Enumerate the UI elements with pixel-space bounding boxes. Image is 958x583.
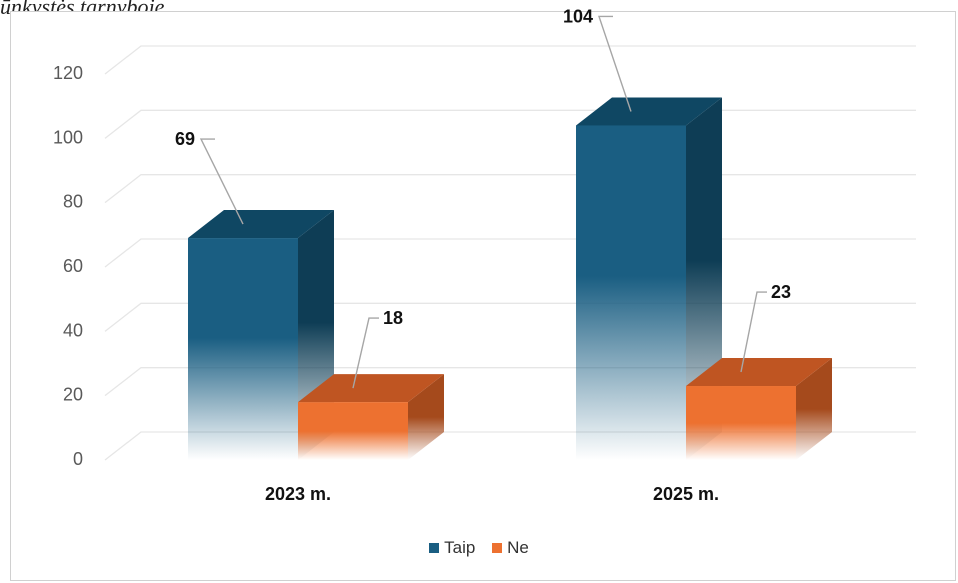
legend-item-taip: Taip — [429, 538, 475, 558]
bar-front — [686, 386, 796, 460]
y-tick-label: 120 — [53, 63, 83, 83]
legend: Taip Ne — [0, 538, 958, 558]
bar-front — [188, 238, 298, 460]
legend-swatch-ne — [492, 543, 503, 553]
legend-swatch-taip — [429, 543, 440, 553]
x-tick-label: 2023 m. — [265, 484, 331, 504]
bar-front — [298, 402, 408, 460]
bar-side — [796, 358, 832, 460]
y-tick-label: 80 — [63, 192, 83, 212]
y-tick-label: 20 — [63, 385, 83, 405]
y-tick-label: 100 — [53, 127, 83, 147]
bar-top — [686, 358, 832, 387]
leader-line — [199, 138, 244, 225]
data-label: 18 — [383, 308, 403, 328]
bar-ne-0 — [298, 374, 444, 460]
gridline — [104, 109, 916, 139]
data-label: 23 — [771, 282, 791, 302]
chart-frame — [10, 11, 956, 581]
bar-ne-1 — [686, 358, 832, 460]
leader-line — [352, 317, 379, 389]
gridline — [104, 45, 916, 75]
bar-front — [576, 125, 686, 460]
bar-top — [298, 374, 444, 403]
data-label: 69 — [175, 129, 195, 149]
y-tick-label: 60 — [63, 256, 83, 276]
data-label: 104 — [563, 6, 593, 26]
legend-label-ne: Ne — [507, 538, 529, 557]
legend-item-ne: Ne — [492, 538, 529, 558]
bar-side — [408, 374, 444, 460]
y-tick-label: 0 — [73, 449, 83, 469]
bar-top — [576, 97, 722, 126]
legend-label-taip: Taip — [444, 538, 476, 557]
gridline — [104, 174, 916, 204]
bar-top — [188, 210, 334, 239]
leader-line — [598, 15, 632, 112]
x-tick-label: 2025 m. — [653, 484, 719, 504]
y-tick-label: 40 — [63, 320, 83, 340]
leader-line — [740, 291, 767, 373]
